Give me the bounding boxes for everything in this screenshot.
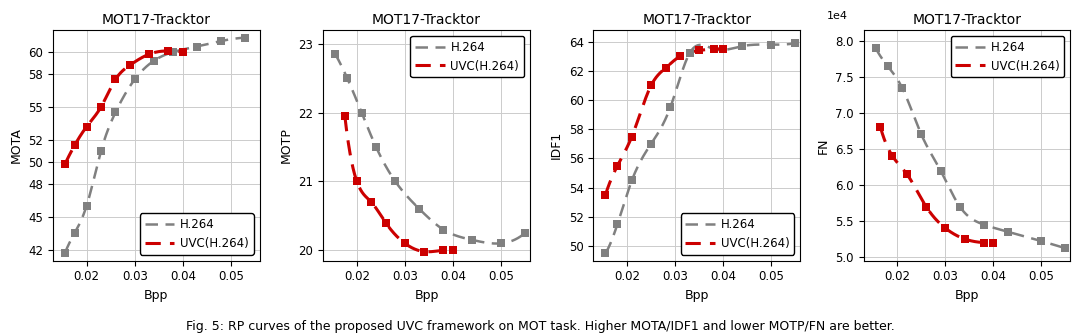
UVC(H.264) [941,228,954,232]
UVC(H.264) [156,49,168,53]
UVC(H.264) [421,250,434,254]
Title: MOT17-Tracktor: MOT17-Tracktor [643,13,752,27]
UVC(H.264) [874,125,887,129]
Y-axis label: MOTP: MOTP [280,127,293,163]
UVC(H.264) [987,241,1000,245]
UVC(H.264) [396,240,409,244]
UVC(H.264) [114,70,127,74]
H.264 [972,220,985,224]
Legend: H.264, UVC(H.264): H.264, UVC(H.264) [410,36,524,77]
H.264 [58,251,71,255]
Legend: H.264, UVC(H.264): H.264, UVC(H.264) [140,213,254,255]
Line: H.264: H.264 [876,48,1066,248]
H.264 [599,251,612,255]
UVC(H.264) [656,69,669,73]
UVC(H.264) [176,50,189,54]
H.264 [328,52,341,56]
UVC(H.264) [696,48,708,52]
H.264 [1059,246,1072,250]
UVC(H.264) [669,57,681,61]
H.264 [712,48,725,52]
Line: H.264: H.264 [335,54,525,244]
Line: UVC(H.264): UVC(H.264) [606,49,724,195]
UVC(H.264) [928,215,941,219]
UVC(H.264) [654,70,667,74]
UVC(H.264) [967,239,980,243]
Legend: H.264, UVC(H.264): H.264, UVC(H.264) [950,36,1065,77]
UVC(H.264) [58,162,71,166]
H.264 [690,44,703,48]
UVC(H.264) [444,248,457,252]
H.264 [420,214,433,218]
X-axis label: Bpp: Bpp [955,289,980,302]
UVC(H.264) [982,241,995,245]
UVC(H.264) [116,70,129,74]
H.264 [206,41,219,45]
UVC(H.264) [929,216,942,220]
Line: UVC(H.264): UVC(H.264) [65,51,183,164]
H.264 [784,42,797,46]
Y-axis label: FN: FN [816,137,829,153]
H.264 [689,44,702,48]
Legend: H.264, UVC(H.264): H.264, UVC(H.264) [680,213,794,255]
H.264 [960,213,973,217]
UVC(H.264) [663,63,676,67]
UVC(H.264) [712,47,725,51]
H.264 [788,41,801,45]
H.264 [166,50,179,54]
Line: H.264: H.264 [606,43,795,253]
UVC(H.264) [129,60,141,64]
UVC(H.264) [935,223,948,227]
H.264 [755,43,768,47]
H.264 [1025,236,1038,240]
X-axis label: Bpp: Bpp [685,289,708,302]
H.264 [1054,245,1067,249]
X-axis label: Bpp: Bpp [144,289,168,302]
H.264 [419,213,432,217]
Title: MOT17-Tracktor: MOT17-Tracktor [372,13,481,27]
UVC(H.264) [338,114,351,118]
Line: H.264: H.264 [65,38,245,253]
Line: UVC(H.264): UVC(H.264) [345,116,453,252]
Text: Fig. 5: RP curves of the proposed UVC framework on MOT task. Higher MOTA/IDF1 an: Fig. 5: RP curves of the proposed UVC fr… [186,320,894,333]
X-axis label: Bpp: Bpp [415,289,438,302]
H.264 [156,54,168,58]
H.264 [514,234,527,238]
Text: 1e4: 1e4 [826,11,848,21]
UVC(H.264) [717,47,730,51]
UVC(H.264) [714,47,727,51]
H.264 [869,46,882,50]
UVC(H.264) [162,49,175,53]
H.264 [234,36,247,40]
UVC(H.264) [984,241,997,245]
H.264 [490,242,503,246]
H.264 [484,241,497,245]
Title: MOT17-Tracktor: MOT17-Tracktor [913,13,1022,27]
H.264 [518,231,531,235]
UVC(H.264) [403,244,416,248]
Y-axis label: IDF1: IDF1 [550,131,563,159]
UVC(H.264) [599,193,612,197]
H.264 [702,45,715,49]
UVC(H.264) [122,64,135,68]
UVC(H.264) [390,233,403,238]
UVC(H.264) [428,250,441,254]
H.264 [959,212,972,216]
Y-axis label: MOTA: MOTA [10,127,23,163]
H.264 [982,224,995,228]
Title: MOT17-Tracktor: MOT17-Tracktor [102,13,211,27]
H.264 [442,230,455,234]
H.264 [144,61,157,65]
Line: UVC(H.264): UVC(H.264) [880,127,994,243]
UVC(H.264) [174,50,187,54]
UVC(H.264) [390,234,403,238]
H.264 [239,36,252,40]
H.264 [431,224,444,228]
H.264 [145,60,158,64]
UVC(H.264) [446,248,459,252]
